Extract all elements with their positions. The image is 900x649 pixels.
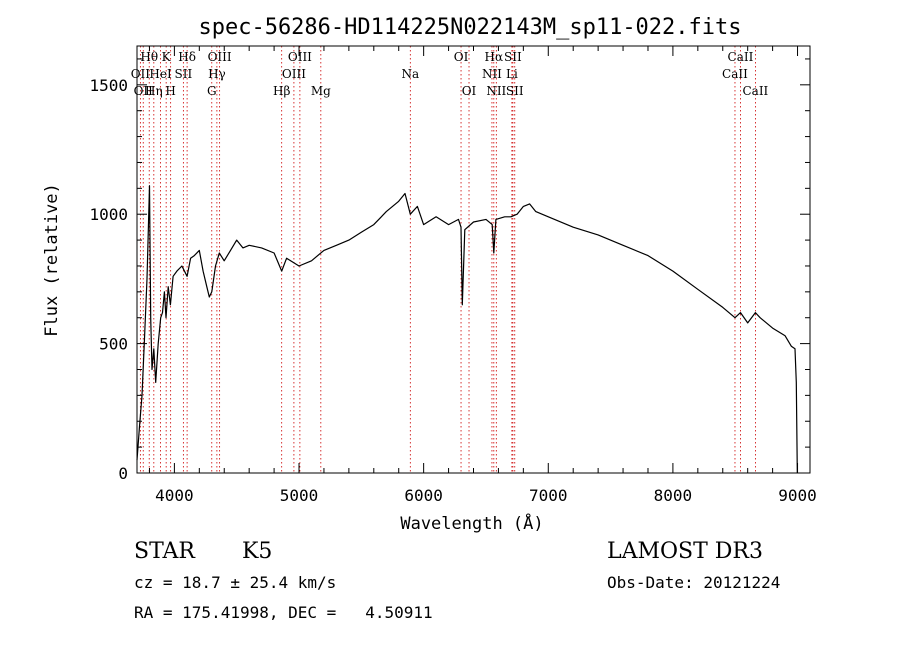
x-tick-label: 9000 xyxy=(778,486,817,505)
y-tick-label: 500 xyxy=(99,335,128,354)
redshift-label: cz = 18.7 ± 25.4 km/s xyxy=(134,573,337,592)
spectral-line-label: OII xyxy=(131,67,151,81)
spectral-line-label: SII xyxy=(506,84,524,98)
x-axis-label: Wavelength (Å) xyxy=(400,512,543,534)
spectral-line-label: Mg xyxy=(311,84,331,98)
spectrum-chart: spec-56286-HD114225N022143M_sp11-022.fit… xyxy=(42,15,817,534)
spectral-line-label: Hα xyxy=(485,50,504,64)
spectral-line-label: OII xyxy=(134,84,154,98)
spectral-line-label: HeI xyxy=(149,67,172,81)
spectral-line-label: Hη xyxy=(145,84,163,98)
x-tick-label: 6000 xyxy=(404,486,443,505)
spectral-line-label: CaII xyxy=(742,84,768,98)
y-tick-label: 1000 xyxy=(89,205,128,224)
x-tick-label: 7000 xyxy=(529,486,568,505)
spectral-line-label: NII xyxy=(482,67,502,81)
x-tick-label: 5000 xyxy=(280,486,319,505)
survey-label: LAMOST DR3 xyxy=(607,539,763,564)
spectral-line-label: Li xyxy=(506,67,518,81)
spectral-line-label: OI xyxy=(454,50,469,64)
chart-title: spec-56286-HD114225N022143M_sp11-022.fit… xyxy=(198,15,741,40)
spectral-line-label: CaII xyxy=(722,67,748,81)
x-tick-label: 4000 xyxy=(155,486,194,505)
spectral-line-label: CaII xyxy=(728,50,754,64)
y-axis-label: Flux (relative) xyxy=(42,183,62,337)
y-axis: 0 500 1000 1500 xyxy=(89,58,810,483)
spectral-line-label: OIII xyxy=(208,50,232,64)
spectral-line-label: G xyxy=(207,84,217,98)
plot-frame xyxy=(136,45,811,474)
spectrum-series xyxy=(136,185,798,474)
spectral-line-label: K xyxy=(162,50,172,64)
spectral-line-label: OIII xyxy=(288,50,312,64)
class-label: STAR xyxy=(134,539,195,564)
x-tick-label: 8000 xyxy=(654,486,693,505)
spectrum-line xyxy=(136,185,798,474)
obs-date-label: Obs-Date: 20121224 xyxy=(607,573,781,592)
subclass-label: K5 xyxy=(242,539,273,564)
y-tick-label: 0 xyxy=(118,464,128,483)
spectral-line-label: NII xyxy=(486,84,506,98)
spectral-line-label: Hδ xyxy=(178,50,196,64)
spectral-line-label: H xyxy=(165,84,175,98)
spectral-line-label: SII xyxy=(504,50,522,64)
spectral-line-label: OI xyxy=(462,84,477,98)
y-tick-label: 1500 xyxy=(89,76,128,95)
spectral-line-label: Hθ xyxy=(140,50,158,64)
coords-label: RA = 175.41998, DEC = 4.50911 xyxy=(134,603,433,622)
spectral-line-label: SII xyxy=(175,67,193,81)
spectral-line-label: Na xyxy=(401,67,419,81)
spectral-line-label: Hγ xyxy=(208,67,226,81)
spectral-line-markers xyxy=(139,46,756,473)
spectral-line-label: OIII xyxy=(282,67,306,81)
x-axis: 4000 5000 6000 7000 8000 9000 xyxy=(148,46,817,505)
spectral-line-labels: OIIOIIHθHηHeIKHSIIHδGHγOIIIHβOIIIOIIIMgN… xyxy=(131,50,769,98)
spectral-line-label: Hβ xyxy=(273,84,290,98)
